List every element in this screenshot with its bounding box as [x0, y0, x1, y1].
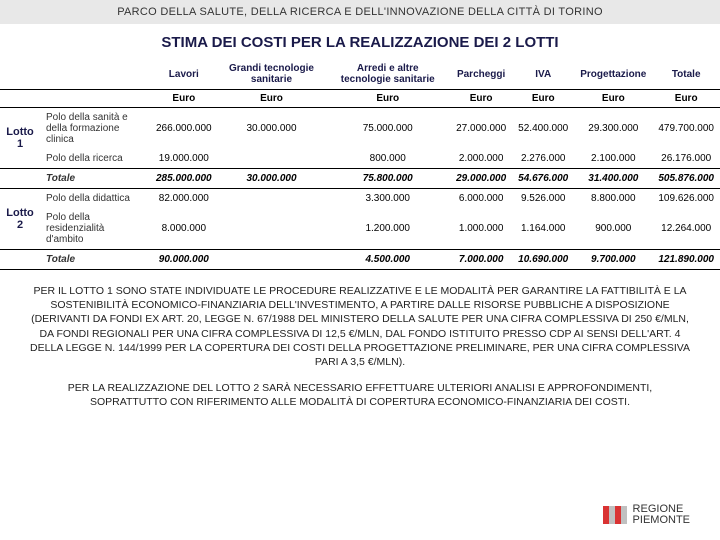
row-name: Polo della residenzialità d'ambito: [40, 208, 150, 250]
lotto-1-total: Totale 285.000.000 30.000.000 75.800.000…: [0, 169, 720, 189]
col-arredi: Arredi e altre tecnologie sanitarie: [325, 59, 450, 90]
table-row: Polo della ricerca 19.000.000 800.000 2.…: [0, 149, 720, 169]
paragraph-2: PER LA REALIZZAZIONE DEL LOTTO 2 SARÀ NE…: [0, 375, 720, 409]
table-row: Lotto 1 Polo della sanità e della formaz…: [0, 108, 720, 150]
footer-logo: REGIONE PIEMONTE: [603, 504, 690, 526]
table-row: Lotto 2 Polo della didattica 82.000.000 …: [0, 189, 720, 209]
col-progettazione: Progettazione: [574, 59, 652, 90]
region-flag-icon: [603, 506, 627, 524]
page-header: PARCO DELLA SALUTE, DELLA RICERCA E DELL…: [0, 0, 720, 24]
lotto-2-label: Lotto 2: [0, 189, 40, 250]
col-iva: IVA: [512, 59, 574, 90]
table-header-row: Lavori Grandi tecnologie sanitarie Arred…: [0, 59, 720, 90]
table-row: Polo della residenzialità d'ambito 8.000…: [0, 208, 720, 250]
lotto-1-label: Lotto 1: [0, 108, 40, 169]
footer-org-name: REGIONE PIEMONTE: [633, 504, 690, 526]
col-parcheggi: Parcheggi: [450, 59, 512, 90]
col-totale: Totale: [652, 59, 720, 90]
col-tecnologie: Grandi tecnologie sanitarie: [218, 59, 326, 90]
row-name: Polo della ricerca: [40, 149, 150, 169]
row-name: Polo della sanità e della formazione cli…: [40, 108, 150, 150]
lotto-2-total: Totale 90.000.000 4.500.000 7.000.000 10…: [0, 250, 720, 270]
cost-table: Lavori Grandi tecnologie sanitarie Arred…: [0, 59, 720, 270]
page-title: STIMA DEI COSTI PER LA REALIZZAZIONE DEI…: [0, 24, 720, 59]
col-lavori: Lavori: [150, 59, 218, 90]
row-name: Polo della didattica: [40, 189, 150, 209]
paragraph-1: PER IL LOTTO 1 SONO STATE INDIVIDUATE LE…: [0, 270, 720, 375]
unit-row: Euro Euro Euro Euro Euro Euro Euro: [0, 90, 720, 108]
